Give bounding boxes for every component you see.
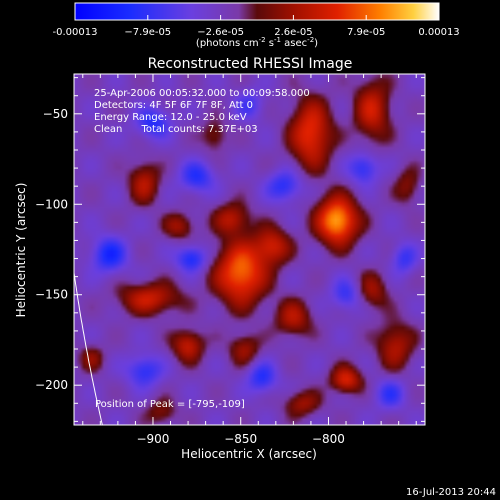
y-axis-label: Heliocentric Y (arcsec)	[14, 183, 28, 318]
colorbar-tick-label: −7.9e-05	[124, 27, 171, 38]
colorbar-tick-label: 7.9e-05	[347, 27, 385, 38]
annotation-time-range: 25-Apr-2006 00:05:32.000 to 00:09:58.000	[94, 88, 310, 99]
colorbar-tick-label: −2.6e-05	[197, 27, 244, 38]
solar-limb-curve	[74, 269, 103, 425]
peak-position-label: Position of Peak = [-795,-109]	[95, 399, 245, 410]
colorbar-tick-labels: -0.00013 −7.9e-05 −2.6e-05 2.6e-05 7.9e-05 0.…	[53, 27, 460, 38]
x-tick-label: −900	[136, 432, 169, 446]
x-axis-label: Heliocentric X (arcsec)	[181, 447, 317, 461]
y-axis-ticks: −50 −100 −150 −200	[35, 77, 425, 422]
chart-title: Reconstructed RHESSI Image	[148, 56, 353, 72]
y-tick-label: −50	[43, 107, 68, 121]
annotation-energy-range: Energy Range: 12.0 - 25.0 keV	[94, 112, 247, 123]
footer-timestamp: 16-Jul-2013 20:44	[406, 487, 496, 498]
plot-frame	[73, 73, 426, 426]
annotation-clean-counts: Clean Total counts: 7.37E+03	[94, 124, 258, 135]
colorbar	[74, 2, 440, 21]
x-axis-ticks: −900 −850 −800	[82, 74, 417, 446]
colorbar-units: (photons cm-2 s-1 asec-2)	[196, 36, 318, 49]
x-tick-label: −800	[312, 432, 345, 446]
colorbar-tick-label: 0.00013	[418, 27, 459, 38]
heatmap-image	[74, 74, 425, 425]
annotation-detectors: Detectors: 4F 5F 6F 7F 8F, Att 0	[94, 100, 253, 111]
x-tick-label: −850	[224, 432, 257, 446]
y-tick-label: −100	[35, 197, 68, 211]
colorbar-tick-label: -0.00013	[53, 27, 98, 38]
colorbar-tick-label: 2.6e-05	[274, 27, 312, 38]
colorbar-ticks	[74, 15, 440, 20]
y-tick-label: −200	[35, 378, 68, 392]
y-tick-label: −150	[35, 288, 68, 302]
